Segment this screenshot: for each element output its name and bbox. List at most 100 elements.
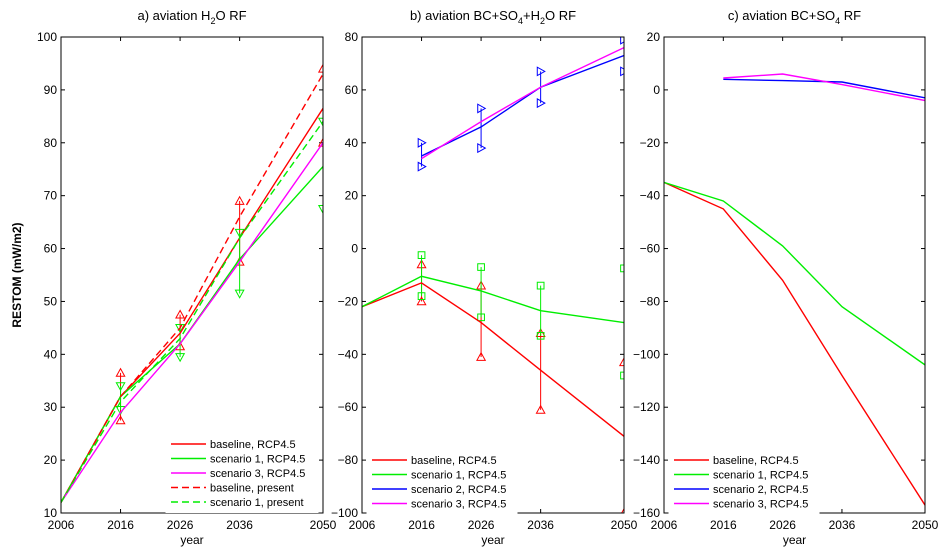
error-marker-high [618, 357, 624, 367]
series-line [362, 282, 624, 437]
x-axis-label: year [180, 533, 203, 547]
series-line [61, 73, 323, 503]
y-tick-label: −120 [633, 400, 660, 414]
x-tick-label: 2006 [48, 518, 75, 532]
title-text: +H [523, 8, 540, 23]
x-tick-label: 2050 [912, 518, 939, 532]
title-subscript: 4 [518, 16, 523, 26]
legend-entry: scenario 2, RCP4.5 [713, 484, 808, 496]
y-tick-label: 60 [345, 83, 359, 97]
title-text: O RF [545, 8, 576, 23]
error-marker-low [417, 292, 426, 301]
plot-area [362, 37, 624, 513]
y-tick-label: −20 [338, 294, 359, 308]
error-marker-low [536, 331, 545, 340]
series-line [664, 181, 925, 506]
y-tick-label: −40 [640, 189, 661, 203]
error-marker-high [620, 37, 624, 45]
title-text: O RF [215, 8, 246, 23]
error-marker-high [477, 263, 485, 271]
error-marker-low [620, 371, 624, 380]
x-tick-label: 2036 [829, 518, 856, 532]
error-marker-high [234, 228, 245, 238]
y-tick-label: 40 [44, 347, 58, 361]
error-marker-high [620, 264, 624, 273]
legend: baseline, RCP4.5 scenario 1, RCP4.5 scenar… [366, 449, 518, 515]
legend-entry: scenario 3, RCP4.5 [713, 499, 808, 511]
title-text: RF [840, 8, 861, 23]
y-tick-label: −60 [640, 242, 661, 256]
x-tick-label: 2036 [527, 518, 554, 532]
y-tick-label: 70 [44, 189, 58, 203]
chart-title: b) aviation BC+SO4+H2O RF [410, 8, 576, 26]
y-tick-label: 0 [653, 83, 660, 97]
y-tick-label: −160 [633, 506, 660, 520]
legend-entry: scenario 3, RCP4.5 [411, 499, 506, 511]
series-line [664, 181, 925, 366]
error-marker-high [536, 281, 545, 290]
error-marker-low [477, 143, 487, 154]
legend-entry: baseline, RCP4.5 [411, 455, 497, 467]
y-tick-label: 20 [345, 189, 359, 203]
legend: baseline, RCP4.5 scenario 1, RCP4.5 scenar… [165, 433, 319, 513]
y-tick-label: −20 [640, 136, 661, 150]
x-tick-label: 2050 [611, 518, 638, 532]
error-marker-high [234, 195, 245, 205]
x-tick-label: 2036 [226, 518, 253, 532]
legend-entry: scenario 1, RCP4.5 [210, 454, 305, 466]
axes-frame [663, 36, 926, 514]
y-tick-label: −60 [338, 400, 359, 414]
y-tick-label: −100 [331, 506, 358, 520]
series-line [723, 73, 925, 102]
x-tick-label: 2026 [468, 518, 495, 532]
y-tick-label: 100 [37, 30, 57, 44]
y-tick-label: 80 [44, 136, 58, 150]
legend-entry: scenario 1, RCP4.5 [713, 470, 808, 482]
error-marker-high [115, 367, 126, 377]
legend: baseline, RCP4.5 scenario 1, RCP4.5 scenar… [668, 449, 820, 515]
title-subscript: 2 [540, 16, 545, 26]
y-axis-label: RESTOM (mW/m2) [10, 222, 24, 327]
error-marker-high [317, 117, 323, 127]
series-line [723, 78, 925, 99]
y-tick-label: 20 [44, 453, 58, 467]
x-tick-label: 2050 [310, 518, 337, 532]
error-marker-low [476, 351, 487, 361]
y-tick-label: 10 [44, 506, 58, 520]
plot-area [61, 63, 323, 503]
y-tick-label: −80 [338, 453, 359, 467]
error-marker-high [417, 137, 427, 148]
chart-panel-3: c) aviation BC+SO4 RF 2006 2016 2026 2036 205… [633, 8, 939, 547]
y-tick-label: −80 [640, 294, 661, 308]
chart-title: c) aviation BC+SO4 RF [728, 8, 861, 26]
y-tick-label: 80 [345, 30, 359, 44]
x-tick-label: 2026 [167, 518, 194, 532]
title-text: c) aviation BC+SO [728, 8, 835, 23]
y-tick-label: 40 [345, 136, 359, 150]
error-marker-low [115, 415, 126, 425]
legend-entry: baseline, present [210, 483, 294, 495]
y-tick-label: 30 [44, 400, 58, 414]
plot-area [664, 73, 925, 506]
x-axis-label: year [481, 533, 504, 547]
x-tick-label: 2016 [107, 518, 134, 532]
title-text: b) aviation BC+SO [410, 8, 518, 23]
error-marker-low [477, 313, 485, 322]
legend-entry: scenario 2, RCP4.5 [411, 484, 506, 496]
series-line [421, 46, 624, 160]
error-marker-low [317, 137, 323, 147]
x-tick-label: 2016 [408, 518, 435, 532]
y-tick-label: 60 [44, 242, 58, 256]
error-marker-low [416, 296, 427, 306]
error-marker-low [417, 161, 427, 172]
error-marker-low [620, 66, 624, 77]
axes-frame [361, 36, 625, 514]
title-text: a) aviation H [137, 8, 210, 23]
series-line [421, 54, 624, 157]
series-line [61, 142, 323, 503]
y-tick-label: 50 [44, 294, 58, 308]
y-tick-label: 90 [44, 83, 58, 97]
x-axis-label: year [783, 533, 806, 547]
y-tick-label: −100 [633, 347, 660, 361]
